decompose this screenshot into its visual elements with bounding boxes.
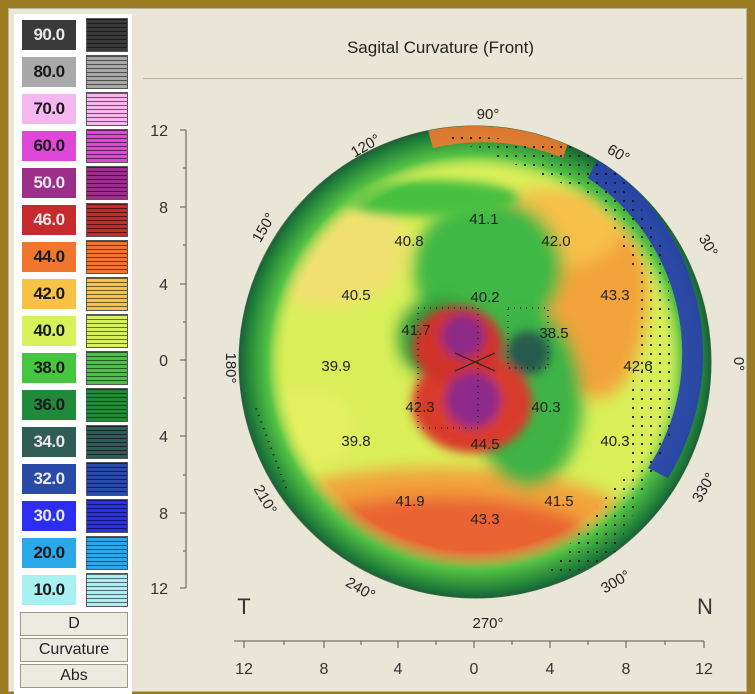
map-title: Sagital Curvature (Front): [346, 38, 535, 57]
curvature-value: 41.1: [469, 211, 498, 228]
scale-swatch: [86, 166, 128, 200]
scale-step: 44.0: [20, 240, 78, 274]
angle-label: 330°: [689, 470, 719, 505]
curvature-value: 41.9: [395, 493, 424, 510]
curvature-value: 43.3: [470, 511, 499, 528]
angle-label: 300°: [598, 567, 633, 597]
scale-swatch: [86, 462, 128, 496]
scale-step: 80.0: [20, 55, 78, 89]
scale-swatch: [86, 92, 128, 126]
x-axis: [234, 640, 705, 648]
y-tick-label: 4: [159, 277, 168, 294]
x-tick-label: 8: [622, 661, 631, 678]
scale-step: 36.0: [20, 388, 78, 422]
scale-swatch: [86, 18, 128, 52]
scale-swatch: [86, 240, 128, 274]
curvature-value: 39.9: [321, 358, 350, 375]
scale-step: 20.0: [20, 536, 78, 570]
scale-step: 50.0: [20, 166, 78, 200]
angle-label: 270°: [472, 615, 503, 632]
scale-step: 32.0: [20, 462, 78, 496]
curvature-value: 42.6: [623, 358, 652, 375]
y-tick-label: 8: [159, 200, 168, 217]
angle-label: 0°: [730, 357, 747, 371]
scale-swatch: [86, 499, 128, 533]
angle-label: 30°: [695, 232, 721, 260]
curvature-value: 39.8: [341, 433, 370, 450]
scale-swatch: [86, 203, 128, 237]
scale-step: 30.0: [20, 499, 78, 533]
x-tick-label: 12: [695, 661, 713, 678]
scale-swatch: [86, 277, 128, 311]
scale-swatch: [86, 388, 128, 422]
y-tick-label: 12: [150, 123, 168, 140]
scale-step: 38.0: [20, 351, 78, 385]
curvature-value: 40.5: [341, 287, 370, 304]
scale-swatch: [86, 129, 128, 163]
curvature-value: 43.3: [600, 287, 629, 304]
scale-step: 60.0: [20, 129, 78, 163]
angle-label: 60°: [604, 141, 632, 167]
curvature-map-plot: 12 8 4 0 4 8 12 12 8 4 0 4 8 12 T N: [150, 106, 747, 678]
curvature-value: 41.5: [544, 493, 573, 510]
angle-label: 240°: [343, 574, 378, 604]
angle-label: 180°: [222, 352, 239, 383]
scale-step: 46.0: [20, 203, 78, 237]
scale-step: 40.0: [20, 314, 78, 348]
x-tick-label: 0: [470, 661, 479, 678]
scale-swatch: [86, 536, 128, 570]
curvature-value: 40.3: [600, 433, 629, 450]
scale-step: 10.0: [20, 573, 78, 607]
scale-swatch: [86, 351, 128, 385]
scale-swatch: [86, 573, 128, 607]
y-axis: [180, 129, 187, 589]
y-tick-label: 0: [159, 353, 168, 370]
scale-swatch: [86, 425, 128, 459]
x-tick-label: 8: [320, 661, 329, 678]
display-mode-button[interactable]: Curvature: [20, 638, 128, 662]
y-tick-label: 12: [150, 581, 168, 598]
scale-step: 90.0: [20, 18, 78, 52]
curvature-value: 41.7: [401, 322, 430, 339]
y-tick-label: 4: [159, 429, 168, 446]
scale-type-button[interactable]: Abs: [20, 664, 128, 688]
title-divider: [143, 78, 743, 79]
angle-label: 90°: [477, 106, 500, 123]
curvature-value: 42.3: [405, 399, 434, 416]
scale-swatch: [86, 55, 128, 89]
x-tick-label: 4: [394, 661, 403, 678]
x-tick-label: 4: [546, 661, 555, 678]
nasal-label: N: [697, 594, 713, 619]
x-tick-label: 12: [235, 661, 253, 678]
curvature-values: 41.1 40.8 42.0 40.5 40.2 43.3 41.7 38.5 …: [321, 211, 652, 528]
scale-step: 42.0: [20, 277, 78, 311]
scale-swatch: [86, 314, 128, 348]
y-tick-label: 8: [159, 506, 168, 523]
scale-step: 34.0: [20, 425, 78, 459]
curvature-value: 44.5: [470, 436, 499, 453]
unit-label: D: [20, 612, 128, 636]
curvature-value: 38.5: [539, 325, 568, 342]
curvature-value: 40.3: [531, 399, 560, 416]
scale-step: 70.0: [20, 92, 78, 126]
curvature-value: 40.8: [394, 233, 423, 250]
temporal-label: T: [237, 594, 250, 619]
color-scale-legend: 90.0 80.0 70.0 60.0 50.0 46.0 44.0 42.0 …: [14, 14, 132, 694]
curvature-value: 40.2: [470, 289, 499, 306]
topography-window: 90.0 80.0 70.0 60.0 50.0 46.0 44.0 42.0 …: [8, 8, 747, 694]
curvature-value: 42.0: [541, 233, 570, 250]
